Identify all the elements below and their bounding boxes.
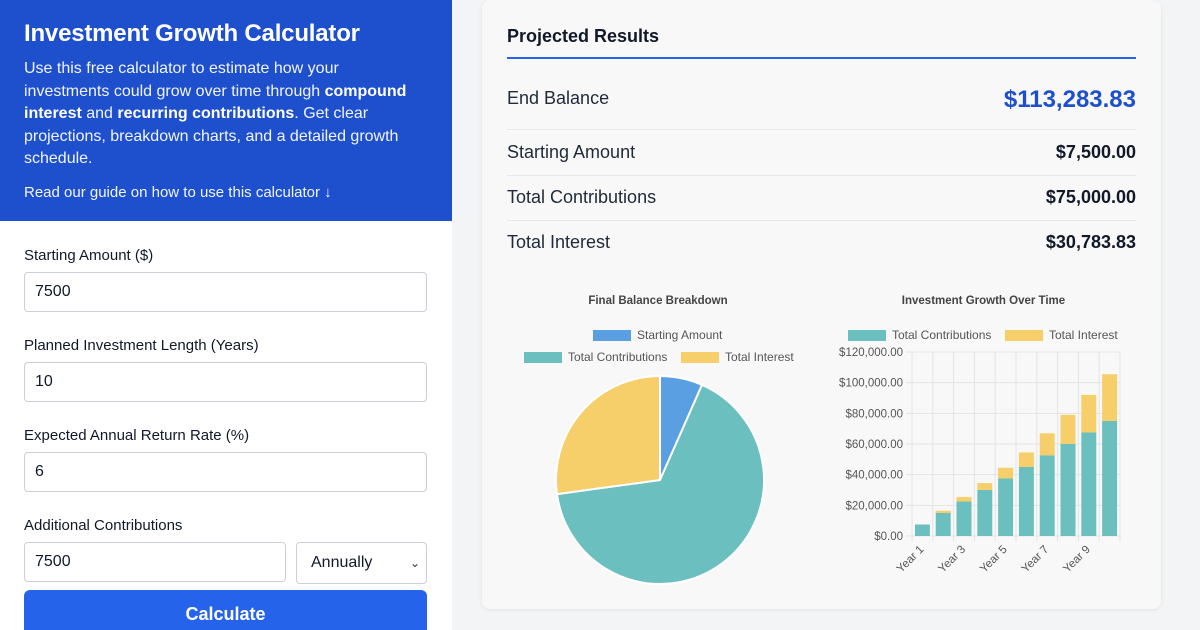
legend-label: Total Contributions	[892, 328, 992, 342]
contributions-label: Additional Contributions	[24, 517, 183, 534]
x-tick-label: Year 7	[1020, 544, 1052, 576]
legend-swatch	[1005, 329, 1043, 341]
bar-chart-title: Investment Growth Over Time	[901, 295, 1066, 307]
legend-total-interest: Total Interest	[681, 350, 794, 364]
bar-contributions	[1018, 467, 1034, 536]
legend-swatch	[681, 351, 719, 363]
desc-text-3: . Get clear projections, breakdown chart…	[24, 105, 399, 167]
return-rate-input[interactable]: 6	[24, 452, 427, 492]
starting-amount-result-label: Starting Amount	[507, 142, 636, 162]
total-contributions-value: $75,000.00	[1045, 187, 1136, 207]
legend-bar-interest: Total Interest	[1005, 328, 1118, 342]
x-tick-label: Year 3	[936, 544, 968, 576]
frequency-value: Annually	[311, 554, 373, 571]
legend-label: Total Contributions	[568, 350, 668, 364]
x-tick-label: Year 1	[895, 544, 927, 576]
legend-starting-amount: Starting Amount	[593, 328, 722, 342]
desc-text-1: Use this free calculator to estimate how…	[24, 60, 339, 100]
bar-contributions	[1102, 421, 1118, 536]
total-contributions-row: Total Contributions $75,000.00	[507, 187, 1136, 208]
bar-contributions	[935, 513, 951, 536]
y-tick-label: $60,000.00	[845, 439, 903, 451]
end-balance-label: End Balance	[507, 88, 610, 108]
total-interest-row: Total Interest $30,783.83	[507, 232, 1136, 253]
y-tick-label: $40,000.00	[845, 470, 903, 482]
y-tick-label: $120,000.00	[839, 347, 903, 359]
pie-slice-total-contributions	[555, 383, 765, 585]
x-tick-label: Year 9	[1061, 544, 1093, 576]
calculate-button[interactable]: Calculate	[24, 590, 427, 630]
starting-amount-row: Starting Amount $7,500.00	[507, 142, 1136, 163]
total-interest-value: $30,783.83	[1045, 232, 1136, 252]
legend-label: Total Interest	[725, 350, 794, 364]
end-balance-value: $113,283.83	[1003, 86, 1136, 113]
legend-label: Starting Amount	[637, 328, 723, 342]
legend-label: Total Interest	[1049, 328, 1118, 342]
bar-interest	[1081, 394, 1097, 433]
legend-bar-contributions: Total Contributions	[848, 328, 991, 342]
bar-chart: $0.00 $20,000.00 $40,000.00 $60,000.00 $80,0…	[839, 347, 1121, 576]
starting-amount-result-value: $7,500.00	[1055, 142, 1136, 162]
desc-bold-2: recurring contributions	[117, 105, 295, 122]
pie-chart	[555, 374, 765, 585]
bar-contributions	[956, 501, 972, 536]
total-interest-label: Total Interest	[507, 232, 611, 252]
end-balance-row: End Balance $113,283.83	[507, 86, 1136, 114]
y-tick-label: $0.00	[874, 531, 903, 543]
divider	[507, 129, 1136, 130]
legend-swatch	[524, 351, 562, 363]
legend-swatch	[593, 329, 631, 341]
bar-interest	[1102, 374, 1118, 421]
bar-interest	[977, 483, 993, 490]
desc-text-2: and	[81, 105, 118, 122]
bar-contributions	[977, 490, 993, 536]
y-tick-label: $100,000.00	[839, 378, 903, 390]
total-contributions-label: Total Contributions	[507, 187, 657, 207]
results-title: Projected Results	[507, 26, 660, 46]
divider	[507, 175, 1136, 176]
bar-contributions	[1060, 444, 1076, 536]
calculator-form: Starting Amount ($) 7500 Planned Investm…	[24, 245, 427, 607]
bar-interest	[998, 467, 1014, 479]
title-rule	[507, 57, 1136, 59]
investment-length-input[interactable]: 10	[24, 362, 427, 402]
investment-length-label: Planned Investment Length (Years)	[24, 337, 259, 354]
y-tick-label: $80,000.00	[845, 408, 903, 420]
starting-amount-input[interactable]: 7500	[24, 272, 427, 312]
bar-contributions	[1039, 455, 1055, 536]
divider	[507, 220, 1136, 221]
bar-interest	[935, 510, 951, 513]
desc-bold-1: compound interest	[24, 82, 407, 123]
guide-link[interactable]: Read our guide on how to use this calcul…	[24, 184, 332, 201]
pie-chart-title: Final Balance Breakdown	[588, 295, 728, 307]
contributions-input[interactable]: 7500	[24, 542, 286, 582]
bar-contributions	[914, 524, 930, 536]
y-tick-label: $20,000.00	[845, 500, 903, 512]
legend-swatch	[848, 329, 886, 341]
pie-slice-total-interest	[555, 374, 661, 496]
results-card: Projected Results End Balance $113,283.8…	[482, 0, 1161, 609]
legend-total-contributions: Total Contributions	[524, 350, 667, 364]
chevron-down-icon: ⌄	[409, 556, 420, 570]
bar-contributions	[1081, 432, 1097, 536]
bar-interest	[956, 496, 972, 502]
bar-contributions	[998, 478, 1014, 536]
frequency-select[interactable]: Annually ⌄	[296, 542, 427, 584]
x-tick-label: Year 5	[978, 544, 1010, 576]
bar-interest	[1039, 433, 1055, 456]
hero-banner: Investment Growth Calculator Use this fr…	[0, 0, 452, 221]
bar-interest	[1060, 414, 1076, 444]
starting-amount-label: Starting Amount ($)	[24, 247, 154, 264]
hero-description: Use this free calculator to estimate how…	[24, 58, 428, 171]
bar-interest	[1018, 452, 1034, 467]
calculator-panel: Investment Growth Calculator Use this fr…	[0, 0, 452, 630]
return-rate-label: Expected Annual Return Rate (%)	[24, 427, 250, 444]
page-title: Investment Growth Calculator	[24, 20, 360, 47]
